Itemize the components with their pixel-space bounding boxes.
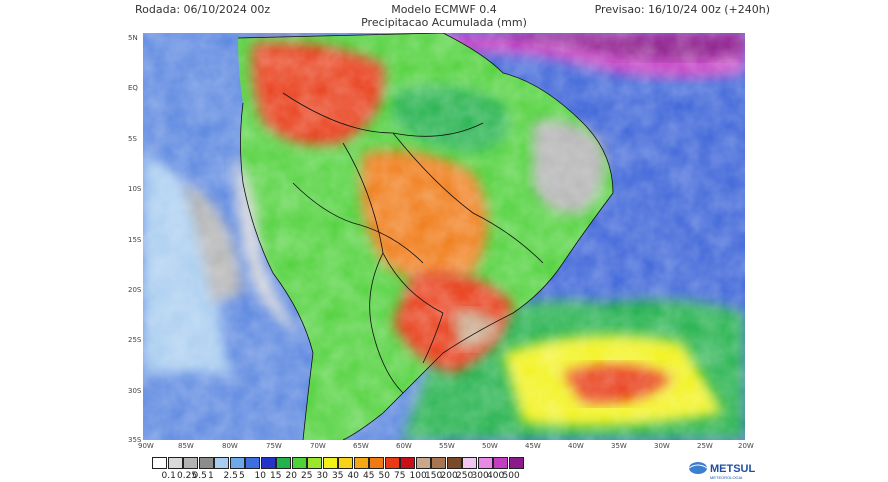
map-subtitle: Precipitacao Acumulada (mm) [361, 16, 527, 29]
logo-text: METSUL [710, 463, 756, 475]
lon-label: 60W [396, 442, 412, 450]
lat-label: 30S [128, 387, 142, 395]
legend-label: 50 [378, 471, 390, 481]
legend-label: 150 [425, 471, 443, 481]
lat-label: EQ [128, 84, 138, 92]
legend-label: 0.25 [177, 471, 198, 481]
legend-swatch [198, 457, 214, 469]
lat-label: 10S [128, 185, 142, 193]
legend-swatch [291, 457, 307, 469]
model-title: Modelo ECMWF 0.4 Precipitacao Acumulada … [0, 3, 888, 29]
precipitation-map [143, 33, 745, 440]
forecast-date-label: Previsao: 16/10/24 00z (+240h) [594, 3, 770, 16]
legend-swatch [400, 457, 415, 469]
lat-label: 20S [128, 286, 142, 294]
legend-label: 500 [502, 471, 520, 481]
legend-label: 300 [471, 471, 489, 481]
lon-label: 70W [310, 442, 326, 450]
legend-swatch [167, 457, 183, 469]
legend-label: 200 [440, 471, 458, 481]
lat-label: 5N [128, 34, 138, 42]
legend-swatch [338, 457, 353, 469]
legend-swatch [462, 457, 477, 469]
legend-label: 35 [332, 471, 344, 481]
legend-label: 30 [316, 471, 328, 481]
legend-swatch [477, 457, 493, 469]
legend-swatch [307, 457, 322, 469]
legend-swatch [415, 457, 431, 469]
lon-label: 50W [482, 442, 498, 450]
legend-swatch [384, 457, 400, 469]
lon-label: 45W [525, 442, 541, 450]
legend-label: 0.5 [192, 471, 207, 481]
legend-swatch [508, 457, 524, 469]
lon-label: 75W [266, 442, 282, 450]
legend-label: 0.1 [161, 471, 176, 481]
legend-label: 5 [239, 471, 245, 481]
legend-swatch [322, 457, 338, 469]
run-date-label: Rodada: 06/10/2024 00z [135, 3, 271, 16]
legend-label: 75 [394, 471, 406, 481]
legend-swatch [260, 457, 276, 469]
legend-swatch [446, 457, 462, 469]
legend-label: 1 [208, 471, 214, 481]
lon-label: 35W [611, 442, 627, 450]
lon-label: 80W [222, 442, 238, 450]
legend-label: 25 [301, 471, 313, 481]
political-borders [237, 33, 614, 440]
metsul-logo: METSUL METEOROLOGIA [688, 462, 756, 480]
lon-label: 40W [568, 442, 584, 450]
legend-swatch [152, 457, 167, 469]
legend-swatch [229, 457, 245, 469]
lat-label: 35S [128, 436, 142, 444]
legend-label: 10 [254, 471, 266, 481]
lat-label: 25S [128, 336, 142, 344]
lon-label: 30W [654, 442, 670, 450]
logo-subtext: METEOROLOGIA [710, 475, 743, 480]
legend-swatch [431, 457, 446, 469]
legend-label: 400 [487, 471, 505, 481]
legend-label: 2.5 [223, 471, 238, 481]
lon-label: 90W [138, 442, 154, 450]
legend-label: 45 [363, 471, 375, 481]
legend-swatch [214, 457, 229, 469]
lon-label: 25W [697, 442, 713, 450]
legend-label: 40 [347, 471, 359, 481]
model-name: Modelo ECMWF 0.4 [391, 3, 497, 16]
legend-swatch [276, 457, 291, 469]
legend-label: 20 [285, 471, 297, 481]
legend-swatch [245, 457, 260, 469]
lon-label: 55W [439, 442, 455, 450]
legend-swatch [183, 457, 198, 469]
texture-overlay [143, 33, 745, 440]
legend-swatch [369, 457, 384, 469]
globe-icon [688, 462, 708, 474]
legend-swatch [493, 457, 508, 469]
legend-label: 15 [270, 471, 282, 481]
lat-label: 15S [128, 236, 142, 244]
lon-label: 85W [178, 442, 194, 450]
legend-label: 100 [409, 471, 427, 481]
legend-swatch [353, 457, 369, 469]
legend-label: 250 [456, 471, 474, 481]
lon-label: 20W [738, 442, 754, 450]
lon-label: 65W [353, 442, 369, 450]
lat-label: 5S [128, 135, 137, 143]
